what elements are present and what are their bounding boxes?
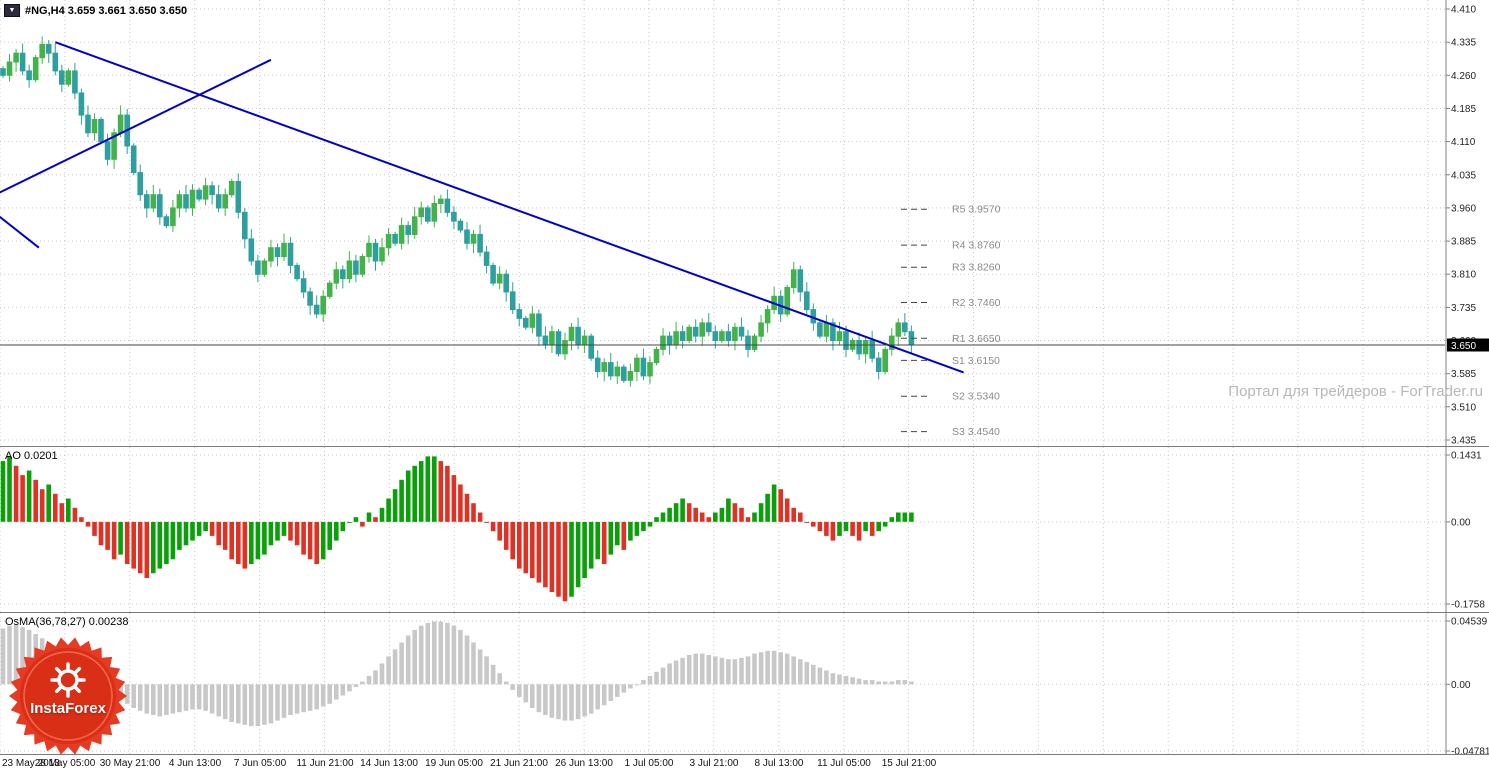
indicator-axis-label: 0.04539 [1451, 617, 1488, 628]
time-axis-label: 7 Jun 05:00 [233, 758, 287, 769]
time-axis-label: 26 Jun 13:00 [555, 758, 613, 769]
price-axis-label: 4.110 [1451, 137, 1476, 148]
price-axis-label: 3.435 [1451, 436, 1476, 447]
time-axis-label: 23 May 2013 [2, 758, 60, 769]
pivot-level-label: R5 3.9570 [952, 204, 1001, 216]
indicator-axis-label: -0.1758 [1451, 600, 1485, 611]
time-axis-label: 3 Jul 21:00 [689, 758, 739, 769]
time-axis-label: 19 Jun 05:00 [425, 758, 483, 769]
pivot-level-label: R4 3.8760 [952, 240, 1001, 252]
pivot-level-label: S2 3.5340 [952, 391, 1000, 403]
time-axis-label: 4 Jun 13:00 [168, 758, 222, 769]
symbol-ohlc-label: #NG,H4 3.659 3.661 3.650 3.650 [25, 4, 188, 17]
ao-indicator-label: AO 0.0201 [5, 450, 58, 462]
price-axis-label: 4.410 [1451, 5, 1476, 16]
current-price-badge: 3.650 [1451, 341, 1476, 352]
ao-chart-canvas[interactable]: 0.1431 0.00 -0.1758 [0, 447, 1489, 612]
osma-chart-canvas[interactable]: 0.04539 0.00 -0.04781 [0, 613, 1489, 754]
pivot-level-label: S3 3.4540 [952, 426, 1000, 438]
ao-indicator-panel[interactable]: 0.1431 0.00 -0.1758 [0, 446, 1489, 612]
time-axis-label: 1 Jul 05:00 [624, 758, 674, 769]
price-axis-label: 3.735 [1451, 303, 1476, 314]
price-axis-label: 3.885 [1451, 237, 1476, 248]
time-axis-label: 11 Jul 05:00 [817, 758, 871, 769]
gear-icon [50, 662, 86, 698]
pivot-level-label: S1 3.6150 [952, 355, 1000, 367]
time-axis-label: 8 Jul 13:00 [754, 758, 804, 769]
time-axis-label: 21 Jun 21:00 [490, 758, 548, 769]
time-axis[interactable]: 23 May 2013 28 May 05:00 30 May 21:00 4 Jun… [0, 754, 1489, 773]
time-axis-label: 28 May 05:00 [34, 758, 96, 769]
instaforex-logo[interactable] [8, 636, 128, 756]
indicator-axis-label: 0.00 [1451, 517, 1471, 528]
price-axis-label: 3.960 [1451, 203, 1476, 214]
price-axis-label: 4.035 [1451, 170, 1476, 181]
main-chart-canvas[interactable]: R5 3.9570 R4 3.8760 R3 3.8260 R2 3.7460 R1 3… [0, 0, 1489, 446]
watermark-text: Портал для трейдеров - ForTrader.ru [1228, 383, 1483, 400]
price-axis-label: 3.810 [1451, 270, 1476, 281]
price-axis-label: 3.510 [1451, 402, 1476, 413]
symbol-bar: ▼ #NG,H4 3.659 3.661 3.650 3.650 [4, 4, 187, 17]
price-axis-label: 3.585 [1451, 369, 1476, 380]
instaforex-logo-label: InstaForex [30, 700, 106, 717]
pivot-level-label: R3 3.8260 [952, 262, 1001, 274]
price-axis-label: 4.185 [1451, 104, 1476, 115]
price-axis-label: 4.260 [1451, 71, 1476, 82]
time-axis-label: 11 Jun 21:00 [296, 758, 354, 769]
pivot-level-label: R1 3.6650 [952, 333, 1001, 345]
time-axis-label: 14 Jun 13:00 [360, 758, 418, 769]
time-axis-label: 15 Jul 21:00 [881, 758, 937, 769]
symbol-dropdown-icon[interactable]: ▼ [4, 4, 20, 17]
indicator-axis-label: 0.1431 [1451, 451, 1482, 462]
price-axis-label: 4.335 [1451, 38, 1476, 49]
osma-indicator-label: OsMA(36,78,27) 0.00238 [5, 616, 129, 628]
osma-indicator-panel[interactable]: 0.04539 0.00 -0.04781 [0, 612, 1489, 754]
indicator-axis-label: 0.00 [1451, 680, 1471, 691]
main-chart-panel[interactable]: R5 3.9570 R4 3.8760 R3 3.8260 R2 3.7460 R1 3… [0, 0, 1489, 446]
pivot-level-label: R2 3.7460 [952, 297, 1001, 309]
time-axis-label: 30 May 21:00 [99, 758, 161, 769]
indicator-axis-label: -0.04781 [1451, 747, 1489, 755]
